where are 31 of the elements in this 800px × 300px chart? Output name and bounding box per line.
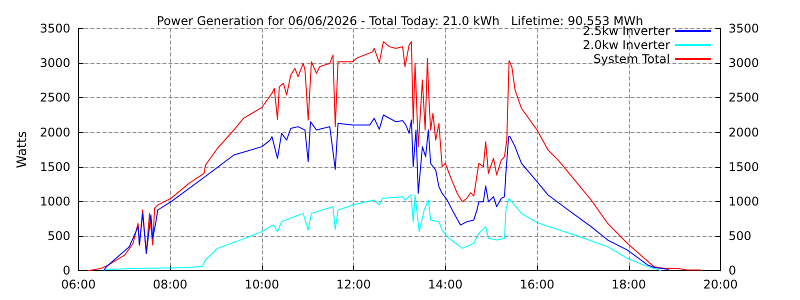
legend-label: 2.5kw Inverter: [582, 24, 670, 38]
y-tick-label: 2000: [40, 125, 70, 140]
line-series: [103, 114, 671, 272]
x-tick-label: 10:00: [244, 278, 280, 292]
line-series: [103, 194, 662, 272]
line-series: [87, 41, 703, 272]
legend-label: System Total: [593, 52, 670, 66]
y2-tick-label: 2500: [728, 90, 760, 105]
y2-tick-label: 1000: [728, 194, 760, 208]
x-tick-label: 14:00: [428, 278, 463, 292]
y2-tick-label: 3500: [728, 22, 760, 36]
y-tick-label: 3500: [40, 22, 70, 36]
y2-tick-label: 3000: [728, 56, 760, 70]
x-tick-label: 20:00: [703, 278, 738, 292]
x-tick-label: 16:00: [520, 278, 554, 292]
y2-tick-label: 0: [728, 264, 736, 278]
y-tick-label: 1000: [40, 194, 70, 208]
y2-tick-label: 500: [728, 229, 752, 244]
y2-tick-label: 1500: [728, 160, 760, 174]
y-tick-label: 500: [48, 229, 70, 244]
x-tick-label: 18:00: [611, 278, 646, 292]
x-tick-label: 08:00: [152, 278, 188, 292]
y2-tick-label: 2000: [728, 125, 760, 140]
y-axis-title: Watts: [15, 130, 30, 168]
y-tick-label: 0: [62, 264, 70, 278]
x-tick-label: 06:00: [61, 278, 96, 292]
legend-label: 2.0kw Inverter: [582, 38, 670, 52]
y-tick-label: 2500: [40, 90, 70, 105]
y-tick-label: 1500: [40, 160, 70, 174]
x-tick-label: 12:00: [336, 278, 371, 292]
y-tick-label: 3000: [40, 56, 70, 70]
